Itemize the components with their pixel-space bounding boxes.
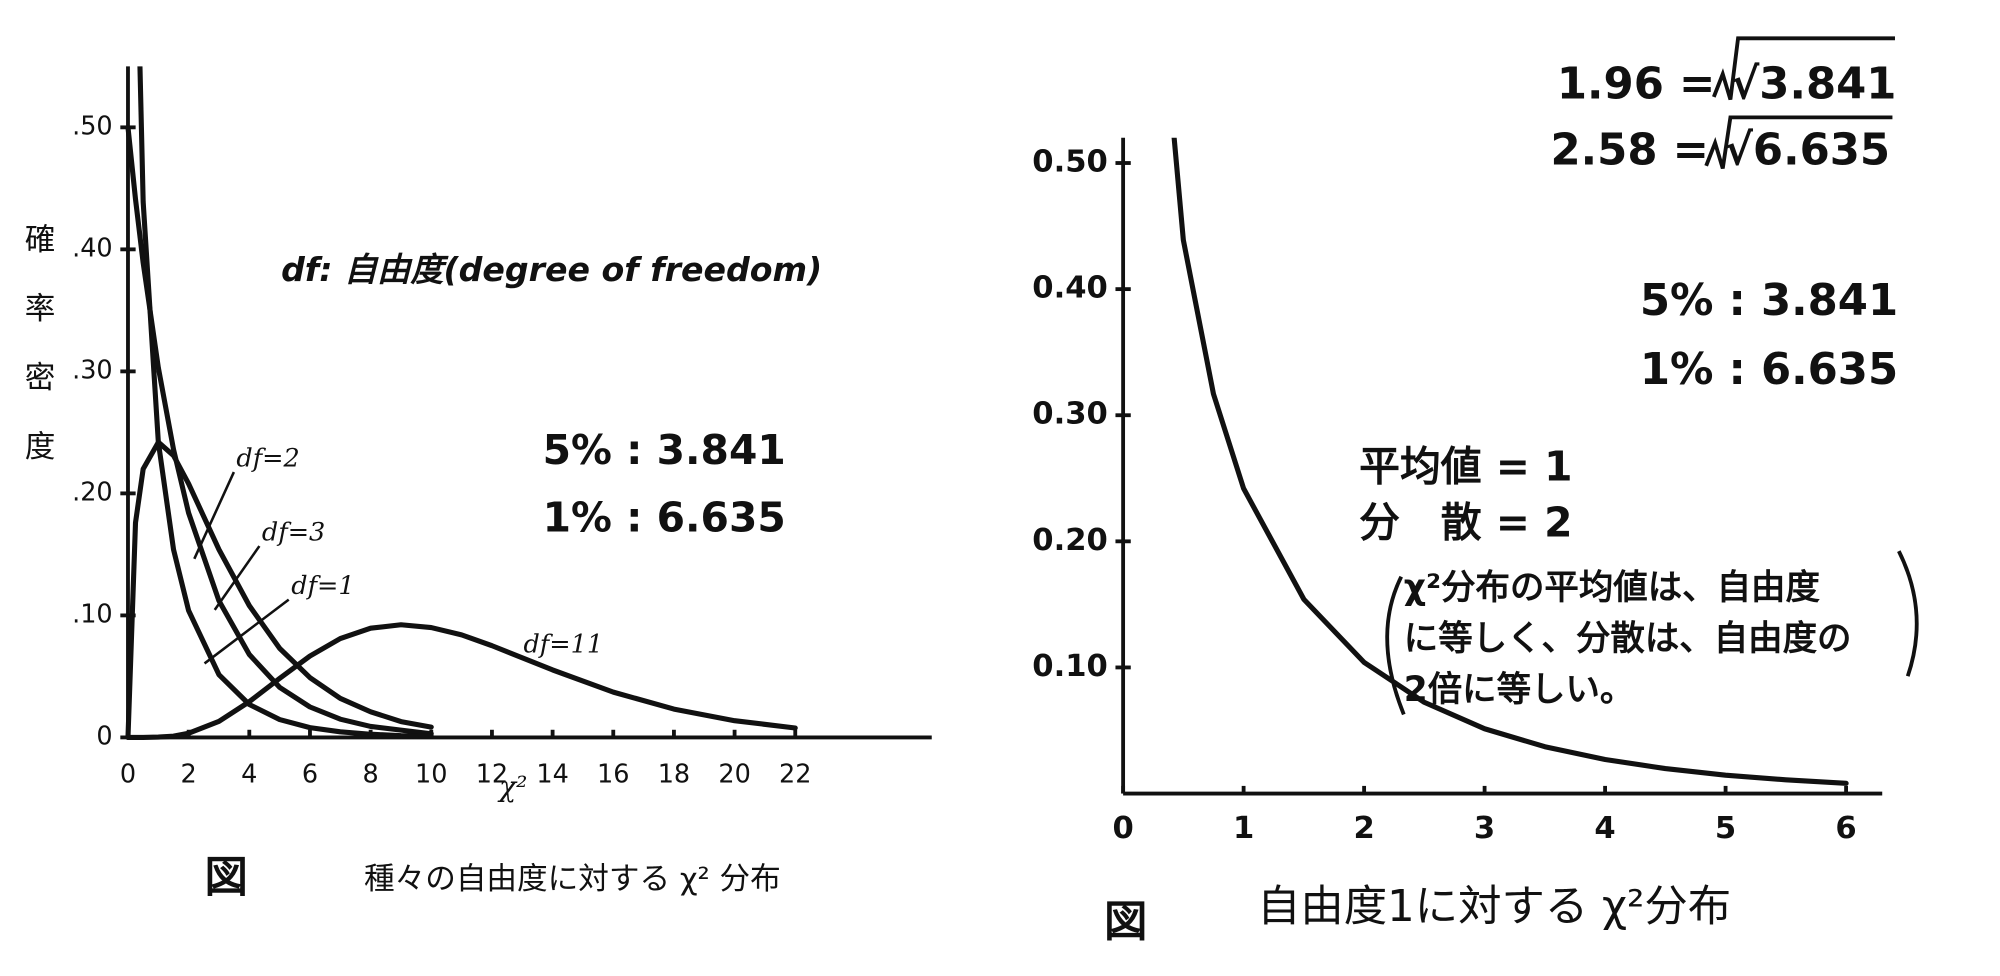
curve	[1171, 137, 1849, 786]
curve	[125, 124, 434, 737]
annotation: 5% : 3.841	[1640, 276, 1898, 326]
x-tick-label: 14	[536, 760, 568, 790]
chart-title: 自由度1に対する χ²分布	[1257, 882, 1731, 932]
figure-label: 図	[1104, 897, 1147, 947]
x-tick-label: 3	[1474, 811, 1495, 846]
note-bracket	[1897, 550, 1919, 677]
note-line: 2倍に等しい。	[1404, 670, 1635, 710]
annotation: 平均値 = 1	[1359, 443, 1572, 491]
annotation: 1% : 6.635	[543, 494, 786, 542]
annotation: 1.96 = √3.841	[1557, 59, 1897, 109]
y-tick-label: .50	[72, 111, 113, 141]
root-sign	[1712, 36, 1895, 101]
x-tick-label: 6	[1835, 811, 1856, 846]
annotation: df: 自由度(degree of freedom)	[281, 250, 822, 289]
x-tick-label: 1	[1233, 811, 1254, 846]
leader-line	[193, 471, 236, 560]
leader-line	[213, 545, 261, 611]
x-axis-label: χ²	[497, 770, 527, 803]
y-tick-label: .10	[72, 599, 113, 629]
y-tick-label: 0.20	[1032, 523, 1108, 558]
y-tick-label: .40	[72, 233, 113, 263]
figure-label: 図	[205, 853, 248, 903]
annotation: 5% : 3.841	[543, 426, 786, 474]
y-tick-label: .30	[72, 355, 113, 385]
series-label: df=1	[291, 571, 354, 601]
root-sign	[1704, 115, 1893, 169]
curve	[125, 622, 798, 740]
note-line: χ²分布の平均値は、自由度	[1404, 568, 1821, 608]
x-tick-label: 18	[658, 760, 690, 790]
x-tick-label: 10	[415, 760, 447, 790]
x-tick-label: 2	[1353, 811, 1374, 846]
annotation: 分 散 = 2	[1359, 499, 1572, 547]
series-label: df=3	[262, 517, 325, 547]
x-tick-label: 20	[718, 760, 750, 790]
series-label: df=11	[523, 630, 603, 660]
x-tick-label: 22	[779, 760, 811, 790]
annotation: 1% : 6.635	[1640, 345, 1898, 395]
note-bracket	[1385, 575, 1406, 716]
series-label: df=2	[236, 443, 299, 473]
y-tick-label: .20	[72, 477, 113, 507]
chart-title: 種々の自由度に対する χ² 分布	[364, 862, 781, 897]
y-axis-label: 確率密度	[19, 223, 55, 499]
x-tick-label: 8	[363, 760, 379, 790]
x-tick-label: 0	[120, 760, 136, 790]
x-tick-label: 4	[1594, 811, 1615, 846]
x-tick-label: 5	[1715, 811, 1736, 846]
annotation: 2.58 = √6.635	[1551, 126, 1891, 176]
y-tick-label: 0.50	[1032, 145, 1108, 180]
x-tick-label: 2	[181, 760, 197, 790]
y-tick-label: 0.10	[1032, 649, 1108, 684]
x-tick-label: 6	[302, 760, 318, 790]
y-tick-label: 0	[96, 721, 112, 751]
y-tick-label: 0.40	[1032, 271, 1108, 306]
x-tick-label: 4	[241, 760, 257, 790]
y-tick-label: 0.30	[1032, 397, 1108, 432]
note-line: に等しく、分散は、自由度の	[1404, 619, 1852, 659]
x-tick-label: 16	[597, 760, 629, 790]
x-tick-label: 0	[1112, 811, 1133, 846]
x-tick-label: 12	[476, 760, 508, 790]
curve	[125, 439, 434, 740]
leader-line	[203, 598, 290, 665]
